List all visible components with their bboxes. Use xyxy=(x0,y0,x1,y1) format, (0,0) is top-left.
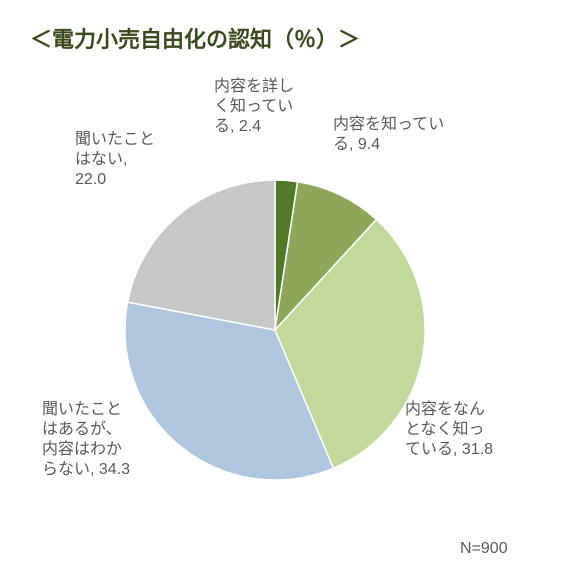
slice-label: 内容を知ってい る, 9.4 xyxy=(333,115,444,155)
slice-label: 内容を詳し く知ってい る, 2.4 xyxy=(214,77,294,137)
slice-label: 内容をなん となく知っ ている, 31.8 xyxy=(405,400,493,460)
slice-label: 聞いたこと はない, 22.0 xyxy=(75,130,155,190)
slice-label: 聞いたこと はあるが、 内容はわか らない, 34.3 xyxy=(42,400,130,480)
sample-size: N=900 xyxy=(460,540,508,558)
